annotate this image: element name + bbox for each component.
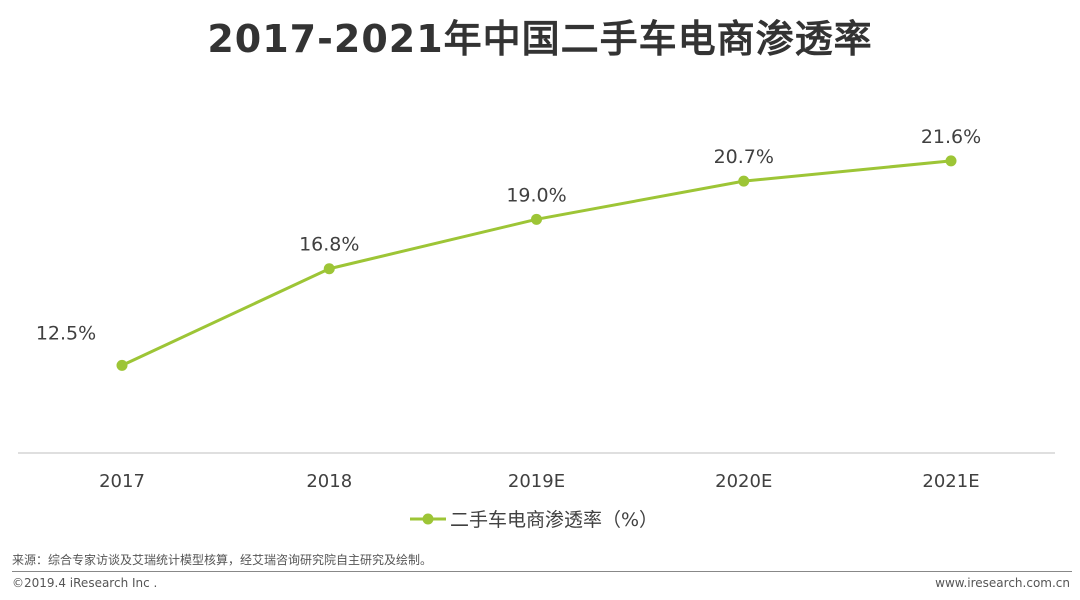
- website-link[interactable]: www.iresearch.com.cn: [935, 576, 1070, 590]
- x-tick-label-2019e: 2019E: [508, 471, 565, 492]
- copyright-text: ©2019.4 iResearch Inc .: [12, 576, 158, 590]
- series-layer: [116, 155, 957, 371]
- legend-label: 二手车电商渗透率（%）: [450, 509, 658, 531]
- data-label-2018: 16.8%: [299, 234, 359, 256]
- data-point-2017: [116, 359, 128, 371]
- legend: 二手车电商渗透率（%）: [410, 509, 658, 531]
- data-label-2021e: 21.6%: [921, 126, 981, 148]
- legend-marker-icon: [422, 513, 434, 525]
- data-point-2019e: [531, 213, 542, 225]
- x-tick-label-2018: 2018: [306, 471, 352, 492]
- data-point-2021e: [945, 155, 957, 167]
- x-tick-label-2020e: 2020E: [715, 471, 772, 492]
- chart-title: 2017-2021年中国二手车电商渗透率: [207, 17, 873, 61]
- data-labels: 12.5% 16.8% 19.0% 20.7% 21.6%: [36, 126, 981, 344]
- data-point-2018: [323, 263, 335, 275]
- x-tick-label-2021e: 2021E: [922, 471, 979, 492]
- x-tick-label-2017: 2017: [99, 471, 145, 492]
- data-point-2020e: [738, 175, 750, 187]
- x-axis-ticks: 2017 2018 2019E 2020E 2021E: [99, 471, 980, 492]
- data-label-2017: 12.5%: [36, 322, 96, 344]
- data-label-2019e: 19.0%: [506, 184, 566, 206]
- source-note: 来源：综合专家访谈及艾瑞统计模型核算，经艾瑞咨询研究院自主研究及绘制。: [12, 553, 433, 567]
- footer-divider: [12, 571, 1072, 572]
- data-label-2020e: 20.7%: [714, 146, 774, 168]
